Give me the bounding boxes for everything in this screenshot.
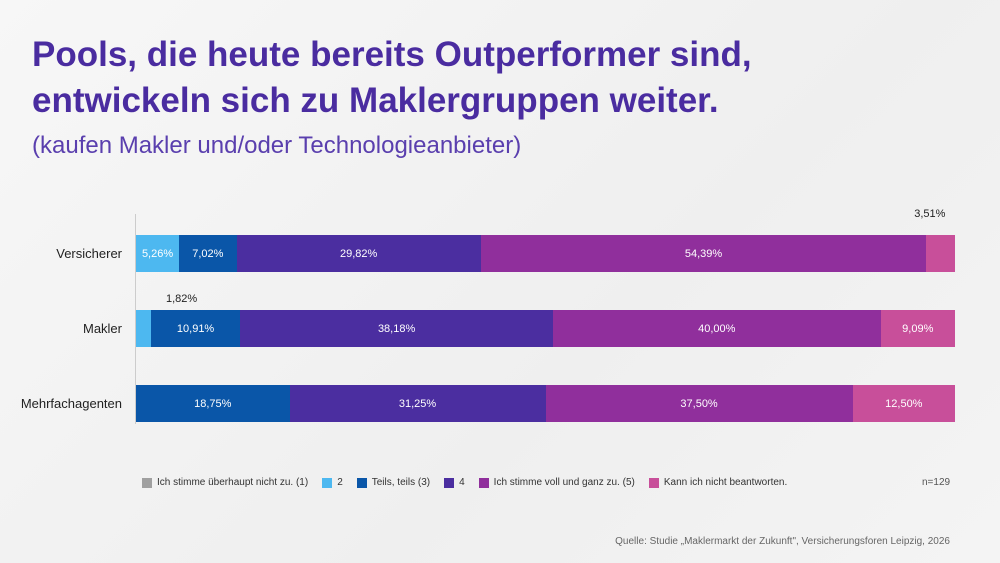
bar-segment: 54,39% [480, 235, 927, 272]
legend-item: Teils, teils (3) [356, 477, 431, 488]
bar-segment: 7,02% [179, 235, 237, 272]
data-label: 3,51% [914, 208, 946, 220]
category-label: Versicherer [56, 246, 122, 261]
bar-segment [926, 235, 955, 272]
legend-label: Ich stimme überhaupt nicht zu. (1) [157, 477, 309, 488]
bar-segment: 9,09% [880, 310, 955, 347]
title-line-2: entwickeln sich zu Maklergruppen weiter. [32, 81, 719, 120]
category-label: Makler [82, 321, 122, 336]
legend-item: Ich stimme überhaupt nicht zu. (1) [142, 477, 308, 488]
bar-segment: 38,18% [240, 310, 553, 347]
title-line-1: Pools, die heute bereits Outperformer si… [32, 35, 752, 74]
bar-segment: 10,91% [150, 310, 241, 347]
legend-swatch [322, 477, 333, 488]
legend: Ich stimme überhaupt nicht zu. (1) 2 Teils… [142, 477, 801, 488]
chart-subtitle: (kaufen Makler und/oder Technologieanbie… [32, 132, 522, 159]
category-label: Mehrfachagenten [20, 396, 122, 411]
bar-segment: 12,50% [852, 385, 955, 422]
sample-size: n=129 [922, 477, 951, 488]
legend-label: 2 [337, 477, 343, 488]
legend-label: Teils, teils (3) [371, 477, 431, 488]
legend-item: Kann ich nicht beantworten. [648, 477, 788, 488]
legend-item: 4 [444, 477, 465, 488]
legend-swatch [356, 477, 367, 488]
bar-segment: 5,26% [136, 235, 180, 272]
legend-swatch [648, 477, 659, 488]
bar-segment: 37,50% [545, 385, 853, 422]
bar-segment [136, 310, 151, 347]
legend-item: Ich stimme voll und ganz zu. (5) [478, 477, 635, 488]
legend-label: Kann ich nicht beantworten. [663, 477, 788, 488]
chart-title: Pools, die heute bereits Outperformer si… [32, 32, 752, 124]
bar-segment: 31,25% [289, 385, 546, 422]
legend-swatch [478, 477, 489, 488]
legend-label: 4 [459, 477, 465, 488]
bar-segment: 40,00% [552, 310, 881, 347]
data-label: 1,82% [166, 293, 198, 305]
bar-segment: 18,75% [136, 385, 290, 422]
bar-segment: 29,82% [236, 235, 481, 272]
source-note: Quelle: Studie „Maklermarkt der Zukunft"… [615, 536, 950, 547]
legend-item: 2 [322, 477, 343, 488]
legend-swatch [142, 477, 152, 488]
legend-swatch [444, 477, 455, 488]
category-axis [135, 214, 136, 424]
legend-label: Ich stimme voll und ganz zu. (5) [493, 477, 635, 488]
